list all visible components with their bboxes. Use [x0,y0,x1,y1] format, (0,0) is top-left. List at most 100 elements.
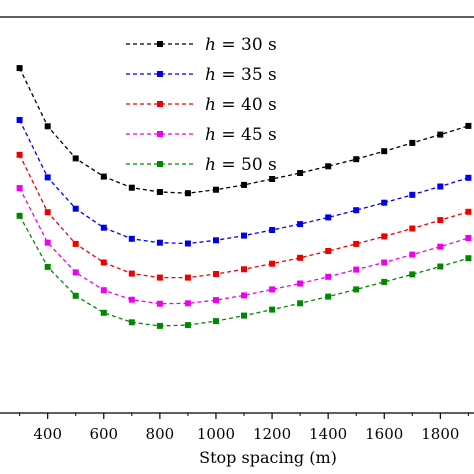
data-point [184,240,191,247]
data-point [297,170,304,176]
data-point [44,263,51,270]
data-point [16,65,23,72]
data-point [128,296,135,303]
data-point [325,248,332,254]
data-point [437,217,444,224]
data-point [465,174,472,181]
x-tick-label: 1600 [365,425,403,443]
data-point [100,309,107,316]
x-tick-label: 800 [146,425,175,443]
data-point [184,300,191,307]
data-point [72,269,79,276]
data-point [184,190,191,197]
x-axis-title: Stop spacing (m) [199,448,337,467]
legend-marker [157,71,163,77]
data-point [353,207,360,214]
data-point [100,173,107,180]
data-point [409,225,416,232]
data-point [297,221,304,228]
data-point [213,186,219,193]
data-point [44,209,51,216]
legend-item: h = 40 s [126,95,277,115]
data-point [269,176,276,182]
data-point [213,271,219,277]
series-4 [16,185,472,307]
data-point [213,318,219,325]
data-point [16,151,23,158]
data-point [100,287,107,294]
data-point [156,189,163,195]
data-point [353,156,360,163]
data-point [241,266,247,273]
data-point [128,235,135,242]
data-point [100,259,107,266]
data-point [44,239,51,246]
legend-marker [157,131,163,137]
x-tick-label: 1000 [197,425,235,443]
series-3 [16,151,472,281]
data-point [381,259,388,266]
data-point [465,208,472,215]
x-tick-label: 400 [33,425,62,443]
data-point [409,139,416,146]
data-point [381,199,388,206]
data-point [269,227,276,233]
data-point [100,224,107,231]
x-tick-label: 1800 [421,425,459,443]
legend-marker [157,41,163,47]
data-point [128,270,135,277]
data-point [325,214,332,221]
data-point [156,322,163,329]
data-series [16,65,472,329]
x-axis-ticks: 400 600 800 1000 1200 1400 1600 1800 [19,413,469,443]
data-point [409,191,416,198]
data-point [72,155,79,162]
x-tick-label: 600 [89,425,118,443]
x-tick-label: 1200 [253,425,291,443]
legend-marker [157,101,163,107]
data-point [437,183,444,190]
data-point [128,184,135,191]
axes [0,16,474,414]
series-line [19,67,469,194]
data-point [297,254,304,261]
data-point [128,319,135,326]
data-point [465,235,472,241]
data-point [72,292,79,299]
data-point [381,278,388,285]
data-point [241,232,247,239]
data-point [465,255,472,262]
data-point [297,280,304,287]
legend-label: h = 35 s [205,65,277,85]
series-2 [16,117,472,247]
legend-item: h = 35 s [126,65,277,85]
legend-marker [157,161,163,167]
data-point [156,300,163,307]
series-1 [16,65,472,197]
data-point [353,240,360,247]
data-point [437,263,444,270]
data-point [325,163,332,170]
legend-item: h = 45 s [126,125,277,145]
legend-item: h = 30 s [126,35,277,55]
data-point [156,274,163,281]
legend-item: h = 50 s [126,155,277,175]
data-point [241,292,247,299]
data-point [16,212,23,219]
data-point [409,271,416,278]
data-point [156,239,163,246]
data-point [184,274,191,281]
data-point [72,240,79,247]
legend-label: h = 40 s [205,95,277,115]
data-point [44,174,51,181]
data-point [184,322,191,329]
data-point [381,148,388,155]
data-point [16,117,23,123]
legend: h = 30 s h = 35 s h = 40 s h = 45 s h = 50 s [126,35,277,175]
data-point [16,185,23,192]
data-point [325,273,332,280]
series-5 [16,212,472,329]
data-point [297,300,304,307]
